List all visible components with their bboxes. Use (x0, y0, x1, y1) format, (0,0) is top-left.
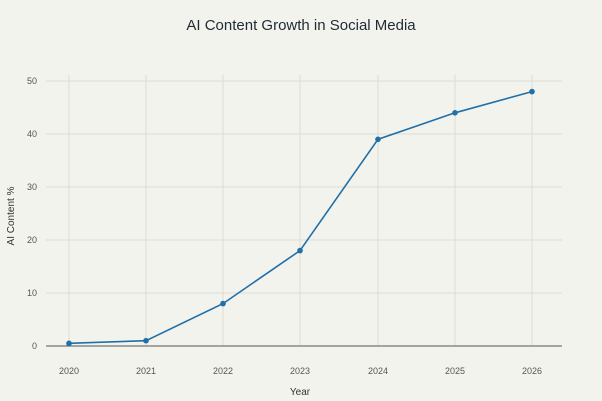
x-tick-label: 2024 (368, 366, 388, 376)
data-point-2025 (452, 110, 458, 116)
x-axis-ticks: 2020 2021 2022 2023 2024 2025 2026 (59, 366, 542, 376)
data-point-2026 (529, 88, 535, 95)
y-tick-label: 30 (27, 182, 37, 192)
x-tick-label: 2023 (290, 366, 310, 376)
y-tick-label: 0 (32, 341, 37, 351)
x-tick-label: 2025 (445, 366, 465, 376)
x-tick-label: 2020 (59, 366, 79, 376)
x-tick-label: 2026 (522, 366, 542, 376)
data-point-2024 (375, 136, 381, 143)
y-tick-label: 40 (27, 129, 37, 139)
data-point-2020 (66, 340, 72, 347)
x-tick-label: 2021 (136, 366, 156, 376)
y-tick-label: 10 (27, 288, 37, 298)
y-tick-label: 50 (27, 76, 37, 86)
x-axis-title: Year (290, 387, 311, 398)
data-points (66, 88, 535, 347)
data-point-2023 (297, 247, 303, 254)
data-point-2021 (143, 337, 149, 344)
y-axis-title: AI Content % (6, 186, 17, 245)
chart-title: AI Content Growth in Social Media (186, 17, 416, 34)
data-point-2022 (220, 300, 226, 307)
x-tick-label: 2022 (213, 366, 233, 376)
y-tick-label: 20 (27, 235, 37, 245)
grid (46, 75, 562, 346)
y-axis-ticks: 0 10 20 30 40 50 (27, 76, 37, 351)
